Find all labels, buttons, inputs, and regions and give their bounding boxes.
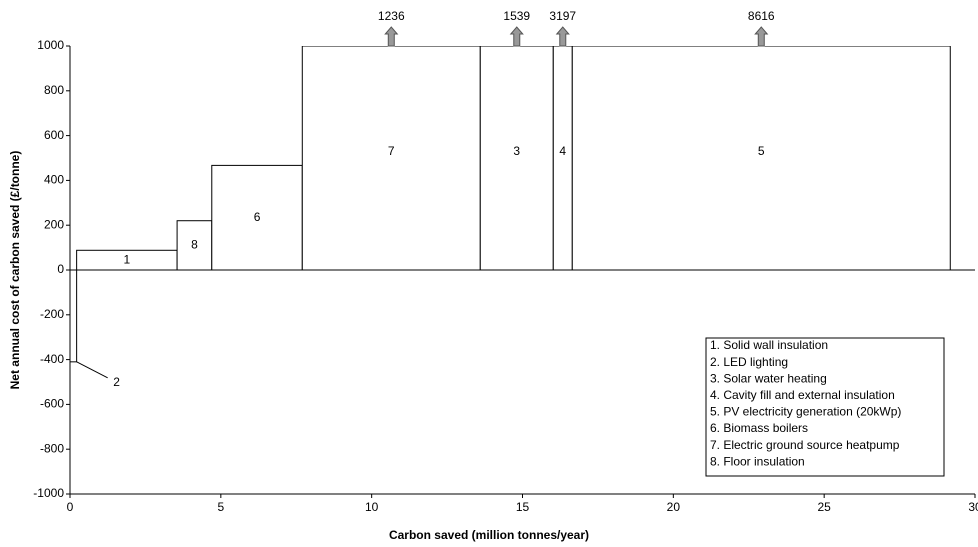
offscale-value: 3197 <box>549 9 576 23</box>
offscale-arrow <box>509 26 524 47</box>
offscale-arrow <box>754 26 769 47</box>
x-tick-label: 20 <box>667 500 681 514</box>
y-tick-label: -200 <box>40 307 64 321</box>
legend-box <box>705 337 945 477</box>
legend-entry: 4. Cavity fill and external insulation <box>710 388 895 402</box>
y-axis-title: Net annual cost of carbon saved (£/tonne… <box>8 151 22 390</box>
legend-entry: 1. Solid wall insulation <box>710 338 828 352</box>
offscale-arrow <box>555 26 570 47</box>
y-tick-label: 200 <box>44 217 64 231</box>
legend-entry: 6. Biomass boilers <box>710 421 808 435</box>
y-tick-label: -1000 <box>33 486 64 500</box>
bar <box>211 164 303 271</box>
bar-label: 7 <box>388 144 395 158</box>
leader-line <box>76 361 108 379</box>
legend-entry: 3. Solar water heating <box>710 371 827 385</box>
bar-label: 4 <box>559 144 566 158</box>
x-tick-label: 15 <box>516 500 530 514</box>
bar <box>479 46 554 271</box>
legend-entry: 7. Electric ground source heatpump <box>710 438 900 452</box>
y-tick-label: -400 <box>40 352 64 366</box>
y-tick-label: 600 <box>44 128 64 142</box>
x-tick-label: 25 <box>817 500 831 514</box>
legend-entry: 2. LED lighting <box>710 355 788 369</box>
offscale-value: 1236 <box>378 9 405 23</box>
y-tick-label: -800 <box>40 441 64 455</box>
x-tick-label: 30 <box>968 500 978 514</box>
bar-label: 2 <box>113 375 120 389</box>
bar-label: 6 <box>254 210 261 224</box>
bar-label: 5 <box>758 144 765 158</box>
bar-label: 1 <box>124 252 131 266</box>
y-tick-label: 0 <box>57 262 64 276</box>
offscale-arrow <box>384 26 399 47</box>
legend-entry: 8. Floor insulation <box>710 454 805 468</box>
legend-entry: 5. PV electricity generation (20kWp) <box>710 405 901 419</box>
y-tick-label: 1000 <box>37 38 64 52</box>
bar-label: 8 <box>191 238 198 252</box>
bar <box>176 220 213 271</box>
bar-label: 3 <box>513 144 520 158</box>
y-tick-label: -600 <box>40 397 64 411</box>
x-tick-label: 10 <box>365 500 379 514</box>
x-tick-label: 5 <box>217 500 224 514</box>
bar <box>70 269 78 363</box>
offscale-value: 8616 <box>748 9 775 23</box>
x-tick-label: 0 <box>67 500 74 514</box>
y-tick-label: 400 <box>44 173 64 187</box>
x-axis-title: Carbon saved (million tonnes/year) <box>389 528 589 542</box>
offscale-value: 1539 <box>503 9 530 23</box>
bar <box>301 46 481 271</box>
y-tick-label: 800 <box>44 83 64 97</box>
